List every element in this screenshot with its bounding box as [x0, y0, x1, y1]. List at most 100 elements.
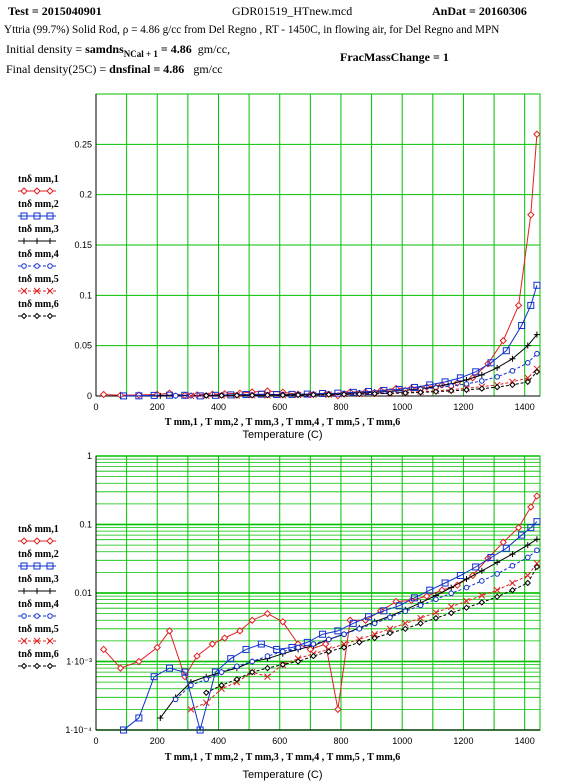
data-point: [279, 661, 286, 668]
legend-label: tnδ mm,3: [18, 574, 59, 585]
data-point: [402, 625, 409, 633]
x-tick-label: 200: [150, 736, 165, 746]
data-point: [514, 301, 523, 310]
data-point: [534, 547, 540, 554]
x-tick-label: 800: [333, 736, 348, 746]
y-tick-label: 0.25: [74, 139, 92, 149]
y-tick-label: 0.01: [74, 588, 92, 598]
legend-marker: [33, 287, 41, 295]
legend-marker: [47, 613, 53, 619]
data-point: [386, 629, 394, 637]
data-point: [294, 658, 302, 665]
data-point: [356, 390, 363, 398]
data-point: [135, 657, 143, 666]
x-tick-labels: 0 200 400 600 800 1000 1200 1400: [93, 402, 534, 412]
data-point: [533, 563, 541, 571]
data-point: [410, 594, 418, 602]
data-point: [220, 634, 229, 642]
legend-marker: [46, 187, 54, 195]
data-point: [202, 699, 210, 707]
legend-marker: [20, 187, 28, 195]
data-point: [257, 390, 265, 398]
data-point: [340, 644, 348, 651]
data-point: [349, 619, 357, 627]
data-point: [386, 625, 394, 633]
legend-marker: [20, 312, 28, 320]
legend-marker: [46, 212, 54, 220]
series-4: [172, 547, 540, 703]
legend-label: tnδ mm,6: [18, 299, 59, 310]
data-point: [472, 563, 480, 571]
legend-marker: [33, 187, 41, 195]
legend-label: tnδ mm,4: [18, 599, 59, 610]
legend-marker: [47, 263, 53, 269]
data-point: [279, 648, 286, 655]
data-point: [417, 614, 424, 622]
data-point: [433, 596, 439, 603]
legend-marker: [20, 537, 28, 545]
data-point: [487, 553, 495, 561]
x-tick-label: 800: [333, 402, 348, 412]
data-point: [493, 586, 501, 594]
data-point: [325, 636, 332, 643]
data-point: [463, 576, 470, 583]
legend-marker: [46, 287, 54, 295]
x-tick-label: 1200: [453, 736, 473, 746]
x-tick-label: 600: [272, 736, 287, 746]
legend-marker: [34, 588, 40, 594]
legend-label: tnδ mm,5: [18, 624, 59, 635]
data-point: [524, 572, 532, 579]
data-point: [257, 640, 265, 648]
legend-marker: [46, 537, 54, 545]
legend-marker: [47, 238, 53, 244]
data-point: [120, 392, 128, 400]
data-point: [288, 644, 296, 652]
series-6: [203, 563, 541, 696]
data-point: [387, 614, 393, 621]
x-tick-label: 1000: [392, 402, 412, 412]
data-point: [242, 390, 250, 398]
data-point: [248, 616, 256, 624]
x-tick-label: 1400: [515, 736, 535, 746]
x-axis-sublabel: T mm,1 , T mm,2 , T mm,3 , T mm,4 , T mm…: [165, 752, 401, 763]
y-tick-label: 0.1: [79, 290, 92, 300]
data-point: [534, 350, 540, 357]
x-tick-label: 0: [93, 736, 98, 746]
legend-marker: [34, 613, 40, 619]
legend-marker: [47, 588, 53, 594]
data-point: [410, 383, 418, 391]
data-point: [157, 392, 164, 399]
data-point: [150, 673, 158, 681]
data-point: [218, 685, 225, 693]
legend-marker: [21, 238, 27, 244]
data-point: [463, 584, 470, 591]
x-tick-label: 400: [211, 402, 226, 412]
data-point: [193, 652, 201, 660]
data-point: [172, 392, 179, 399]
legend-marker: [20, 287, 28, 295]
data-point: [479, 378, 485, 384]
data-point: [456, 572, 464, 580]
legend-label: tnδ mm,2: [18, 549, 59, 560]
x-tick-label: 200: [150, 402, 165, 412]
y-tick-label: 0.1: [79, 520, 92, 530]
legend-marker: [33, 537, 41, 545]
data-point: [334, 705, 342, 714]
data-point: [509, 355, 516, 362]
data-point: [426, 586, 434, 594]
legend-marker: [34, 238, 40, 244]
series-line: [123, 521, 538, 732]
data-point: [432, 614, 440, 622]
data-point: [203, 689, 210, 696]
data-point: [509, 551, 516, 558]
x-tick-label: 0: [93, 402, 98, 412]
data-point: [479, 578, 485, 584]
data-point: [533, 492, 541, 500]
data-point: [279, 391, 286, 399]
data-point: [533, 518, 541, 526]
data-point: [509, 586, 516, 594]
data-point: [494, 571, 500, 577]
initial-density: Initial density = samdnsNCal + 1 = 4.86 …: [6, 42, 231, 59]
legend-marker: [46, 312, 54, 320]
